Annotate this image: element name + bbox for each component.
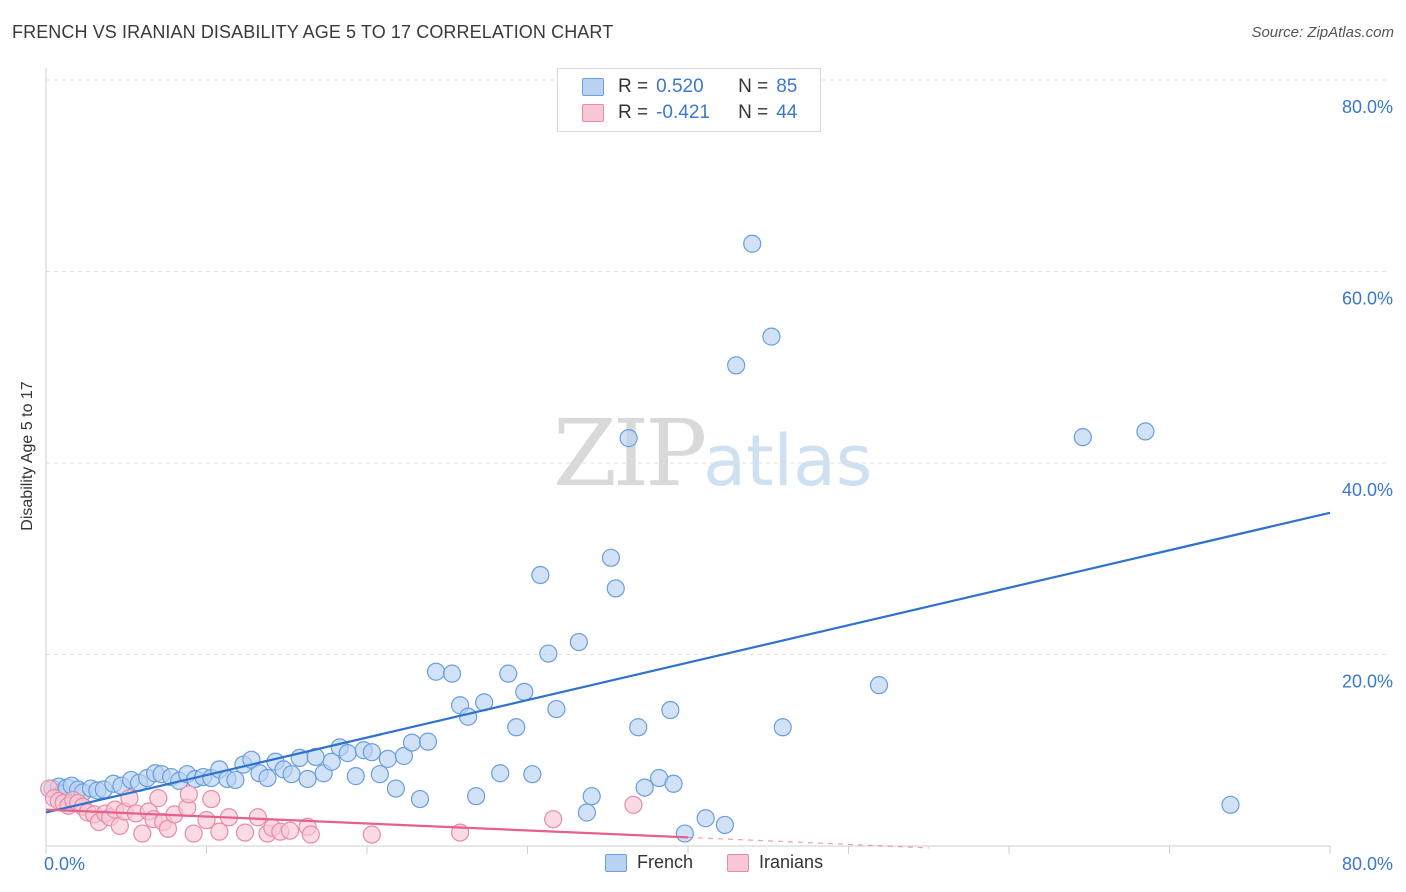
series-swatch-french bbox=[605, 853, 627, 872]
point-french bbox=[298, 769, 317, 789]
chart-title: FRENCH VS IRANIAN DISABILITY AGE 5 TO 17… bbox=[12, 22, 614, 42]
point-iranians bbox=[149, 789, 168, 808]
point-iranians bbox=[184, 824, 203, 843]
point-french bbox=[499, 664, 518, 683]
point-french bbox=[727, 356, 746, 375]
point-french bbox=[762, 327, 781, 346]
series-legend: French Iranians bbox=[605, 852, 857, 873]
point-french bbox=[410, 789, 430, 809]
series-legend-iranians: Iranians bbox=[727, 852, 823, 873]
point-iranians bbox=[624, 795, 643, 814]
legend-n-value: 85 bbox=[776, 76, 798, 97]
point-iranians bbox=[210, 822, 229, 841]
watermark: ZIPatlas bbox=[553, 400, 872, 507]
y-tick-label: 80.0% bbox=[1342, 97, 1393, 117]
point-french bbox=[582, 787, 601, 806]
point-french bbox=[507, 718, 526, 737]
point-iranians bbox=[248, 808, 267, 827]
point-iranians bbox=[362, 825, 381, 844]
correlation-legend: R = 0.520 N = 85 R = -0.421 N = 44 bbox=[557, 68, 821, 132]
point-french bbox=[322, 752, 341, 771]
legend-swatch-french bbox=[582, 78, 604, 96]
y-tick-label: 60.0% bbox=[1342, 289, 1393, 309]
trend-line-iranians bbox=[45, 808, 689, 839]
point-french bbox=[378, 749, 397, 768]
legend-n-label: N = bbox=[738, 102, 769, 123]
point-french bbox=[346, 767, 365, 786]
point-french bbox=[619, 429, 638, 448]
point-french bbox=[696, 809, 715, 828]
point-french bbox=[531, 565, 550, 585]
point-french bbox=[338, 744, 357, 763]
series-label-french: French bbox=[637, 852, 694, 872]
point-iranians bbox=[301, 825, 320, 844]
point-french bbox=[664, 774, 683, 793]
watermark-zip: ZIP bbox=[553, 400, 707, 507]
point-iranians bbox=[544, 810, 563, 829]
y-tick-label: 40.0% bbox=[1342, 480, 1393, 500]
point-french bbox=[547, 699, 566, 719]
series-legend-french: French bbox=[605, 852, 693, 873]
point-french bbox=[258, 768, 277, 788]
point-french bbox=[418, 732, 438, 751]
point-french bbox=[1073, 428, 1092, 447]
point-french bbox=[606, 579, 625, 598]
legend-r-value: 0.520 bbox=[656, 76, 704, 97]
point-french bbox=[467, 787, 486, 806]
series-label-iranians: Iranians bbox=[759, 852, 824, 872]
point-french bbox=[459, 707, 478, 726]
point-french bbox=[491, 764, 510, 783]
x-tick-label: 0.0% bbox=[44, 854, 85, 874]
source-label: Source: ZipAtlas.com bbox=[1251, 24, 1394, 41]
point-french bbox=[743, 234, 762, 253]
legend-n-value: 44 bbox=[776, 102, 798, 123]
trend-extension-iranians bbox=[687, 836, 929, 849]
point-french bbox=[869, 676, 889, 695]
point-french bbox=[569, 632, 588, 652]
point-iranians bbox=[133, 824, 152, 843]
point-french bbox=[577, 803, 596, 822]
point-french bbox=[661, 700, 680, 720]
point-french bbox=[426, 662, 446, 681]
legend-r-label: R = bbox=[618, 76, 649, 97]
point-iranians bbox=[202, 789, 221, 809]
legend-r-label: R = bbox=[618, 102, 649, 123]
point-french bbox=[1221, 795, 1240, 814]
point-iranians bbox=[280, 821, 300, 840]
point-french bbox=[362, 743, 381, 762]
point-french bbox=[675, 824, 694, 843]
y-tick-label: 20.0% bbox=[1342, 672, 1393, 692]
point-french bbox=[601, 548, 621, 567]
point-french bbox=[1136, 422, 1155, 441]
point-french bbox=[394, 746, 414, 766]
point-french bbox=[773, 718, 792, 737]
legend-row-french: R = 0.520 N = 85 bbox=[582, 75, 797, 99]
trend-line-french bbox=[45, 511, 1331, 814]
point-french bbox=[226, 770, 245, 790]
point-iranians bbox=[235, 823, 255, 842]
legend-n-label: N = bbox=[738, 76, 769, 97]
legend-swatch-iranians bbox=[582, 104, 604, 122]
point-french bbox=[370, 765, 389, 784]
point-french bbox=[539, 644, 558, 663]
point-french bbox=[523, 765, 542, 784]
point-french bbox=[282, 765, 301, 784]
series-swatch-iranians bbox=[727, 853, 750, 872]
point-french bbox=[635, 778, 654, 797]
legend-row-iranians: R = -0.421 N = 44 bbox=[582, 101, 797, 125]
x-tick-label: 80.0% bbox=[1342, 854, 1393, 874]
point-french bbox=[629, 718, 648, 737]
point-french bbox=[386, 779, 405, 798]
point-french bbox=[442, 664, 462, 683]
point-french bbox=[515, 682, 534, 701]
watermark-atlas: atlas bbox=[703, 420, 873, 502]
legend-r-value: -0.421 bbox=[656, 102, 710, 123]
point-french bbox=[402, 733, 422, 752]
point-iranians bbox=[179, 785, 198, 804]
point-french bbox=[715, 815, 735, 835]
